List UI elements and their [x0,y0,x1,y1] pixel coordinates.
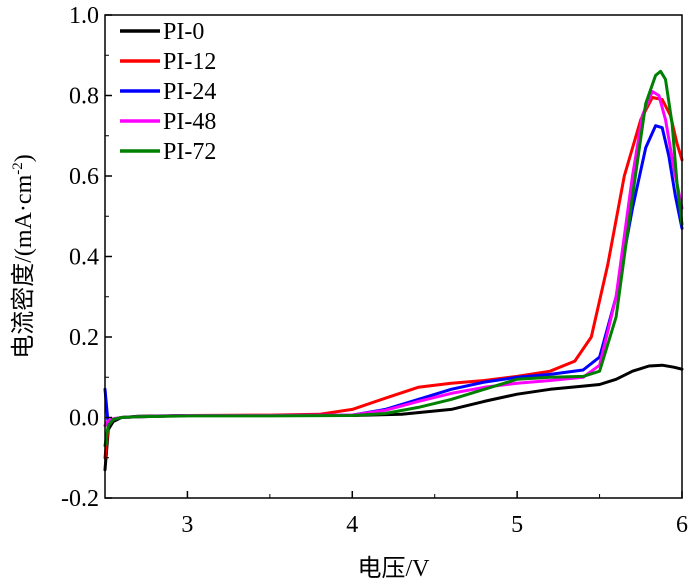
y-tick-label: 0.8 [69,84,99,110]
series-line-pi-24 [103,124,684,427]
series-line-pi-0 [103,363,684,472]
y-tick-label: 1.0 [69,3,99,29]
x-tick-label: 5 [511,512,523,538]
y-tick-label: -0.2 [61,486,99,512]
legend-label-pi-72: PI-72 [163,139,216,165]
y-tick-label: 0.0 [69,406,99,432]
y-axis-title-close: ) [11,154,37,162]
x-tick-label: 4 [346,512,358,538]
series-layer [103,69,684,472]
legend-label-pi-48: PI-48 [163,109,216,135]
y-axis-title-superscript: -2 [10,162,26,175]
legend-label-pi-24: PI-24 [163,79,216,105]
y-tick-label: 0.6 [69,164,99,190]
x-tick-label: 3 [181,512,193,538]
y-tick-label: 0.4 [69,245,99,271]
legend: PI-0 PI-12 PI-24 PI-48 PI-72 [120,19,216,165]
y-tick-label: 0.2 [69,325,99,351]
y-axis-title: 电流密度/(mA·cm-2) [10,154,37,358]
x-axis-title: 电压/V [358,555,431,582]
legend-label-pi-0: PI-0 [163,19,204,45]
axes-layer: 3 4 5 6 -0.2 0.0 0.2 0.4 0.6 0.8 1.0 [61,3,688,538]
y-axis-title-main: 电流密度/(mA·cm [10,174,37,358]
series-line-pi-72 [103,69,684,448]
x-tick-label: 6 [676,512,688,538]
legend-label-pi-12: PI-12 [163,49,216,75]
